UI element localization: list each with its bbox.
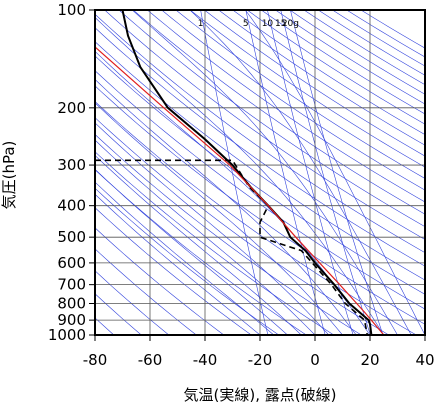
moist-adiabat	[0, 10, 329, 335]
x-tick-label: -20	[248, 351, 273, 369]
moist-adiabat	[132, 10, 397, 335]
moist-adiabat	[87, 10, 384, 335]
y-tick-label: 300	[57, 156, 86, 174]
dry-adiabat	[0, 10, 251, 335]
dry-adiabat	[347, 10, 436, 335]
mixing-ratio-label: 20g	[282, 19, 299, 29]
dry-adiabat	[34, 10, 436, 335]
moist-adiabat	[190, 10, 411, 335]
y-tick-label: 800	[57, 295, 86, 313]
y-tick-label: 500	[57, 228, 86, 246]
x-tick-label: 0	[310, 351, 320, 369]
dry-adiabat	[219, 10, 436, 335]
y-tick-label: 200	[57, 99, 86, 117]
mixing-ratio-label: 10	[262, 19, 274, 29]
moist-adiabat	[0, 10, 288, 335]
x-tick-label: -40	[193, 351, 218, 369]
x-tick-label: 40	[415, 351, 434, 369]
x-tick-label: -60	[138, 351, 163, 369]
x-tick-label: -80	[83, 351, 108, 369]
mixing-ratio-line	[246, 10, 325, 335]
dry-adiabat	[91, 10, 436, 335]
dry-adiabat	[133, 10, 436, 335]
mixing-ratio-line	[267, 10, 353, 335]
dry-adiabat	[261, 10, 436, 335]
x-axis-label: 気温(実線), 露点(破線)	[184, 386, 337, 404]
moist-adiabat	[6, 10, 343, 335]
mixing-ratio-label: 5	[243, 19, 249, 29]
y-tick-label: 600	[57, 254, 86, 272]
dry-adiabat	[0, 10, 361, 335]
dry-adiabat	[162, 10, 436, 335]
y-tick-label: 1000	[48, 326, 86, 344]
y-axis-label: 気圧(hPa)	[0, 141, 18, 210]
dry-adiabat	[0, 10, 334, 335]
mixing-ratio-line	[201, 10, 268, 335]
dry-adiabat	[147, 10, 436, 335]
y-tick-label: 700	[57, 276, 86, 294]
dry-adiabat	[119, 10, 436, 335]
dry-adiabat	[190, 10, 436, 335]
y-tick-label: 400	[57, 197, 86, 215]
y-tick-label: 100	[57, 1, 86, 19]
mixing-ratio-label: 1	[198, 19, 204, 29]
dry-adiabat	[48, 10, 436, 335]
x-tick-label: 20	[360, 351, 379, 369]
dry-adiabat	[333, 10, 436, 335]
